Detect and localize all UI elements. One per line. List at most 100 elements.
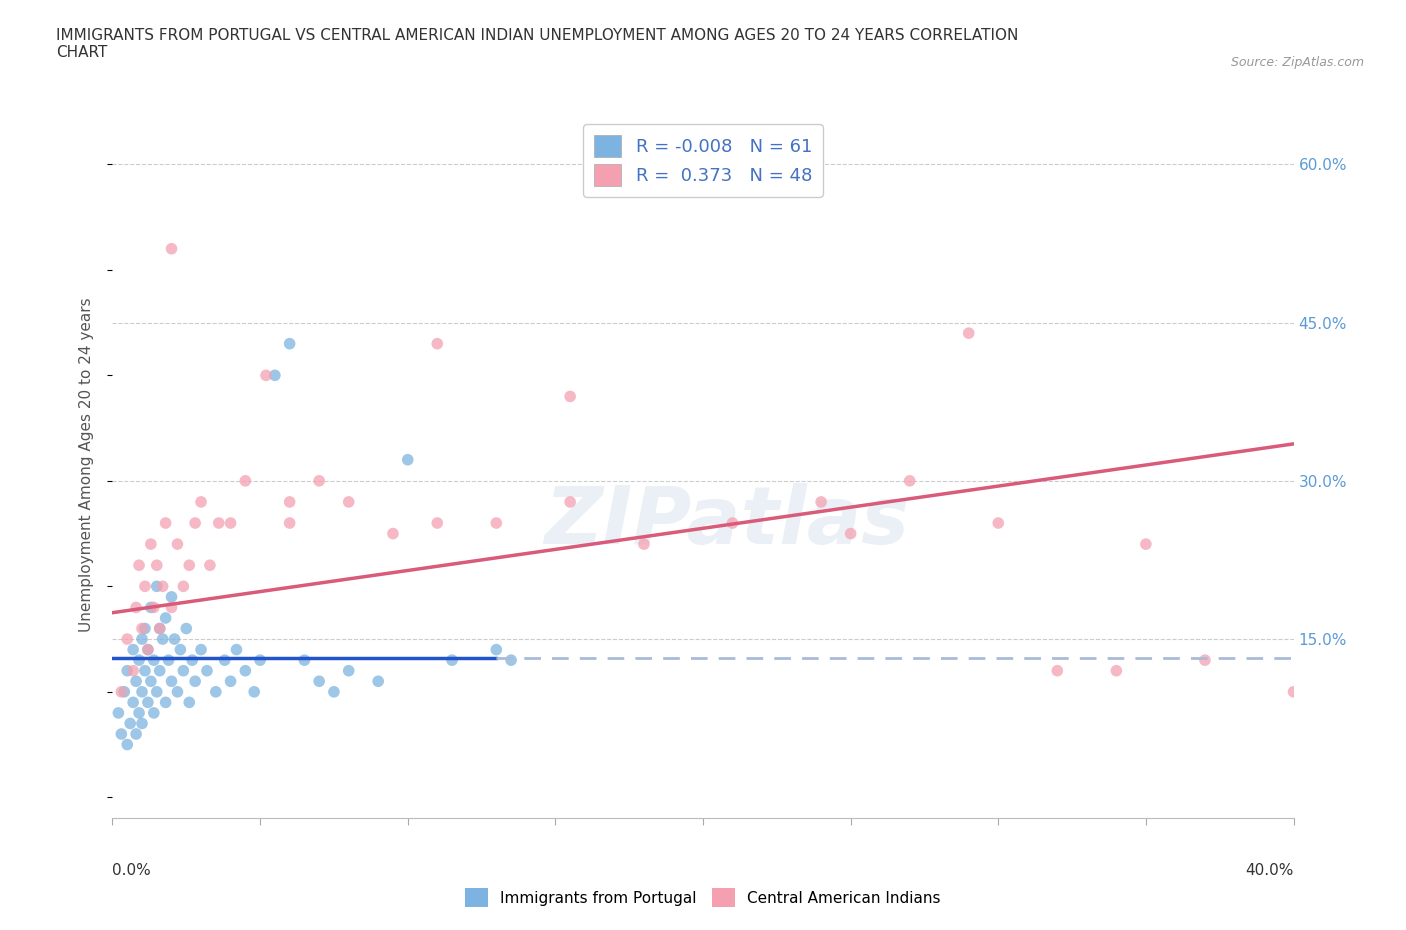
Point [155,610,177,625]
Point [136,643,159,658]
Point [139,537,162,551]
Point [125,674,148,689]
Point [152,631,174,646]
Point [128,653,150,668]
Point [1105,663,1128,678]
Point [184,515,207,530]
Point [155,515,177,530]
Point [139,674,162,689]
Point [128,558,150,573]
Point [110,684,132,699]
Legend: Immigrants from Portugal, Central American Indians: Immigrants from Portugal, Central Americ… [460,883,946,913]
Point [179,558,201,573]
Point [160,600,183,615]
Point [131,631,153,646]
Point [160,674,183,689]
Point [172,663,194,678]
Point [278,337,301,352]
Point [249,653,271,668]
Point [131,621,153,636]
Point [110,726,132,741]
Point [160,590,183,604]
Point [308,674,330,689]
Point [125,600,148,615]
Point [149,621,172,636]
Point [160,241,183,256]
Point [337,663,360,678]
Point [131,716,153,731]
Point [1135,537,1157,551]
Point [184,674,207,689]
Legend: R = -0.008   N = 61, R =  0.373   N = 48: R = -0.008 N = 61, R = 0.373 N = 48 [583,125,823,197]
Point [166,684,188,699]
Point [195,663,218,678]
Point [157,653,180,668]
Y-axis label: Unemployment Among Ages 20 to 24 years: Unemployment Among Ages 20 to 24 years [79,298,94,632]
Point [441,653,464,668]
Point [337,495,360,510]
Point [485,643,508,658]
Point [134,663,156,678]
Point [117,631,138,646]
Point [721,515,744,530]
Point [146,684,169,699]
Text: Source: ZipAtlas.com: Source: ZipAtlas.com [1230,56,1364,69]
Point [179,695,201,710]
Point [396,452,419,467]
Point [181,653,204,668]
Point [120,716,142,731]
Point [839,526,862,541]
Point [174,621,197,636]
Point [278,495,301,510]
Point [122,695,145,710]
Point [125,726,148,741]
Point [233,473,256,488]
Text: 40.0%: 40.0% [1246,863,1294,878]
Point [152,578,174,593]
Point [112,684,135,699]
Point [426,337,449,352]
Point [367,674,389,689]
Point [501,653,523,668]
Point [142,600,165,615]
Point [254,368,277,383]
Point [122,663,145,678]
Point [382,526,405,541]
Point [190,495,212,510]
Point [205,684,228,699]
Point [1282,684,1305,699]
Point [292,653,315,668]
Point [558,389,582,404]
Point [166,537,188,551]
Point [233,663,256,678]
Point [485,515,508,530]
Point [208,515,231,530]
Point [142,653,165,668]
Point [169,643,191,658]
Point [128,706,150,721]
Point [172,578,194,593]
Point [117,737,138,752]
Point [134,578,156,593]
Point [308,473,330,488]
Point [155,695,177,710]
Point [264,368,287,383]
Point [149,663,172,678]
Point [225,643,247,658]
Point [278,515,301,530]
Point [136,695,159,710]
Point [219,515,242,530]
Point [1046,663,1069,678]
Point [426,515,449,530]
Text: 0.0%: 0.0% [112,863,152,878]
Point [134,621,156,636]
Point [957,326,980,340]
Text: IMMIGRANTS FROM PORTUGAL VS CENTRAL AMERICAN INDIAN UNEMPLOYMENT AMONG AGES 20 T: IMMIGRANTS FROM PORTUGAL VS CENTRAL AMER… [56,28,1018,60]
Point [136,643,159,658]
Point [898,473,921,488]
Point [117,663,138,678]
Point [139,600,162,615]
Point [107,706,129,721]
Point [131,684,153,699]
Point [323,684,346,699]
